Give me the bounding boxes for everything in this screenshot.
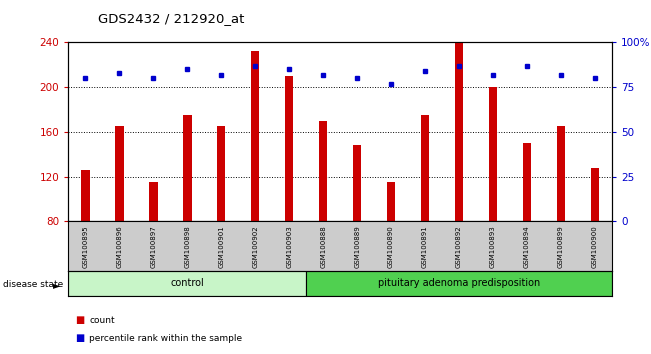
Text: GSM100892: GSM100892: [456, 225, 462, 268]
Text: ■: ■: [75, 315, 84, 325]
Bar: [489, 87, 497, 311]
Bar: [353, 145, 361, 311]
Bar: [319, 121, 327, 311]
Text: percentile rank within the sample: percentile rank within the sample: [89, 333, 242, 343]
Text: ■: ■: [75, 333, 84, 343]
Bar: [217, 126, 225, 311]
Bar: [387, 182, 395, 311]
Text: ►: ►: [53, 280, 61, 290]
Text: GSM100888: GSM100888: [320, 225, 326, 268]
Bar: [455, 42, 464, 311]
Text: GSM100894: GSM100894: [524, 225, 530, 268]
Bar: [68, 271, 306, 296]
Text: GSM100899: GSM100899: [558, 225, 564, 268]
Text: disease state: disease state: [3, 280, 64, 290]
Text: GSM100903: GSM100903: [286, 225, 292, 268]
Text: GSM100895: GSM100895: [82, 225, 89, 268]
Bar: [183, 115, 191, 311]
Bar: [285, 76, 294, 311]
Bar: [251, 51, 260, 311]
Text: GSM100902: GSM100902: [252, 225, 258, 268]
Bar: [149, 182, 158, 311]
Text: GSM100893: GSM100893: [490, 225, 496, 268]
Bar: [115, 126, 124, 311]
Bar: [557, 126, 565, 311]
Text: pituitary adenoma predisposition: pituitary adenoma predisposition: [378, 278, 540, 288]
Text: GSM100898: GSM100898: [184, 225, 190, 268]
Bar: [421, 115, 429, 311]
Bar: [306, 271, 612, 296]
Bar: [81, 170, 90, 311]
Text: GDS2432 / 212920_at: GDS2432 / 212920_at: [98, 12, 244, 25]
Text: count: count: [89, 316, 115, 325]
Text: GSM100891: GSM100891: [422, 225, 428, 268]
Text: GSM100889: GSM100889: [354, 225, 360, 268]
Text: GSM100901: GSM100901: [218, 225, 224, 268]
Text: GSM100900: GSM100900: [592, 225, 598, 268]
Text: control: control: [171, 278, 204, 288]
Text: GSM100897: GSM100897: [150, 225, 156, 268]
Text: GSM100896: GSM100896: [117, 225, 122, 268]
Bar: [523, 143, 531, 311]
Bar: [590, 168, 599, 311]
Text: GSM100890: GSM100890: [388, 225, 394, 268]
